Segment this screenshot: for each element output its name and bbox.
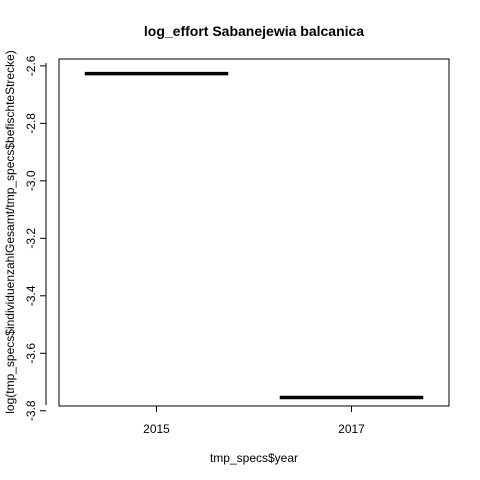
data-marks xyxy=(84,71,424,400)
x-tick-label: 2015 xyxy=(143,422,170,436)
y-tick-label: -2.6 xyxy=(24,55,38,76)
y-tick-label: -3.4 xyxy=(24,285,38,306)
y-tick-label: -3.8 xyxy=(24,400,38,421)
plot-frame xyxy=(58,58,450,407)
y-tick-label: -3.6 xyxy=(24,343,38,364)
x-axis-label: tmp_specs$year xyxy=(210,451,298,465)
y-axis-label: log(tmp_specs$individuenzahlGesamt/tmp_s… xyxy=(3,50,17,414)
chart-title: log_effort Sabanejewia balcanica xyxy=(144,23,364,39)
y-tick-label: -3.2 xyxy=(24,228,38,249)
x-tick-label: 2017 xyxy=(338,422,365,436)
x-axis: 2015 2017 xyxy=(143,405,365,436)
y-tick-label: -3.0 xyxy=(24,170,38,191)
y-tick-label: -2.8 xyxy=(24,113,38,134)
y-axis: -2.6 -2.8 -3.0 -3.2 -3.4 -3.6 -3.8 xyxy=(24,55,47,421)
